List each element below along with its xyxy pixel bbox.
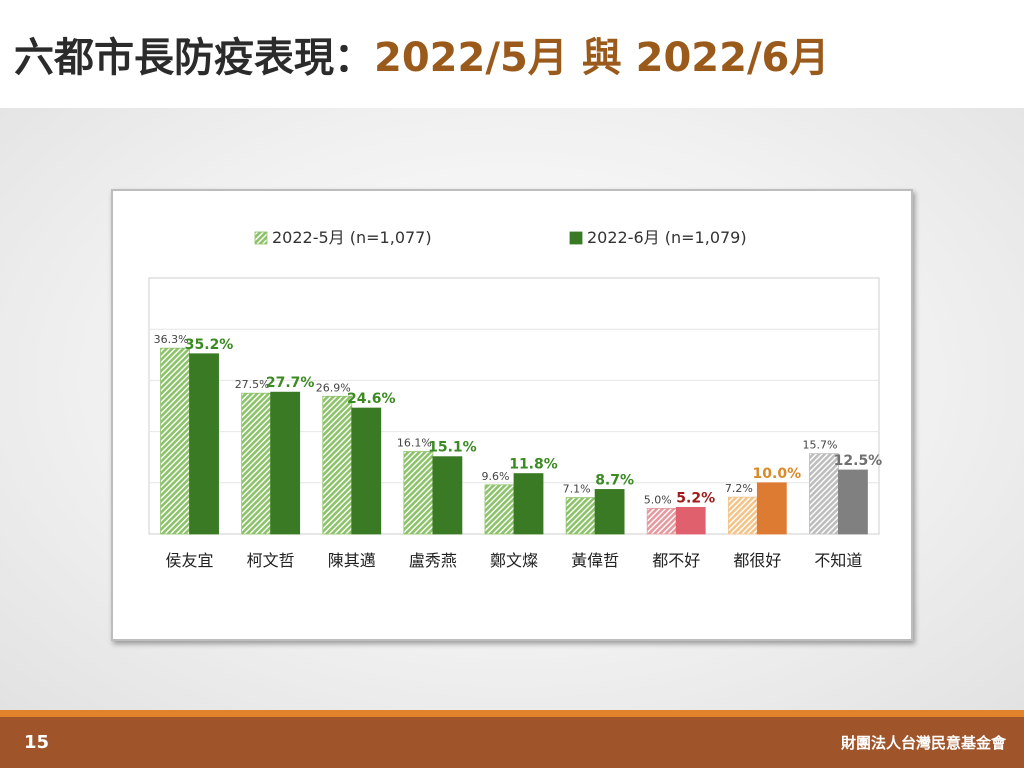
bar-s1-7 (646, 507, 677, 535)
data-label-s1-5: 9.6% (482, 470, 510, 483)
bar-s2-5 (513, 473, 544, 535)
legend-swatch-1 (254, 231, 268, 245)
bar-s1-1 (160, 347, 190, 535)
data-label-s2-2: 27.7% (266, 375, 315, 391)
slide-title: 六都市長防疫表現：2022/5月 與 2022/6月 (14, 30, 829, 86)
category-label-7: 都不好 (652, 551, 700, 570)
bar-s2-4 (432, 456, 463, 535)
data-label-s1-7: 5.0% (644, 493, 672, 506)
bar-s2-1 (189, 353, 219, 535)
bar-s2-8 (756, 482, 787, 535)
data-label-s1-6: 7.1% (563, 483, 591, 496)
bar-s1-2 (241, 392, 272, 535)
category-label-1: 侯友宜 (166, 551, 214, 570)
bar-s1-6 (565, 497, 596, 535)
data-label-s2-8: 10.0% (753, 466, 802, 482)
category-label-9: 不知道 (814, 551, 862, 570)
footer-bar: 15 財團法人台灣民意基金會 (0, 717, 1024, 768)
bar-s1-8 (727, 496, 758, 535)
data-label-s2-1: 35.2% (185, 337, 234, 353)
page-number: 15 (24, 732, 50, 753)
data-label-s1-4: 16.1% (397, 437, 432, 450)
data-label-s2-4: 15.1% (428, 440, 477, 456)
title-main: 六都市長防疫表現： (14, 35, 374, 81)
legend-swatch-2 (569, 231, 583, 245)
data-label-s1-8: 7.2% (725, 482, 753, 495)
bar-s1-9 (809, 453, 839, 535)
legend-label-2: 2022-6月 (n=1,079) (587, 228, 747, 247)
legend-label-1: 2022-5月 (n=1,077) (272, 228, 432, 247)
data-label-s2-6: 8.7% (595, 472, 634, 488)
organization-name: 財團法人台灣民意基金會 (840, 734, 1006, 752)
category-label-5: 鄭文燦 (490, 551, 538, 570)
bar-s2-2 (270, 391, 301, 535)
chart-frame: 2022-5月 (n=1,077) 2022-6月 (n=1,079) 36.3% 3… (111, 189, 913, 641)
footer-accent-line (0, 710, 1024, 717)
title-dates: 2022/5月 與 2022/6月 (374, 35, 830, 81)
bar-s2-9 (838, 469, 868, 535)
bar-s2-7 (675, 506, 706, 535)
bar-s2-3 (351, 407, 382, 535)
data-label-s2-9: 12.5% (834, 453, 883, 469)
bar-chart: 2022-5月 (n=1,077) 2022-6月 (n=1,079) 36.3%3… (148, 228, 883, 570)
data-label-s2-3: 24.6% (347, 391, 396, 407)
data-label-s2-5: 11.8% (509, 457, 558, 473)
category-label-8: 都很好 (733, 551, 781, 570)
bar-s1-5 (484, 484, 515, 535)
category-label-2: 柯文哲 (247, 551, 295, 570)
bar-s1-3 (322, 395, 353, 535)
data-label-s2-7: 5.2% (676, 490, 715, 506)
data-label-s1-3: 26.9% (316, 381, 351, 394)
bar-s1-4 (403, 451, 434, 535)
category-label-4: 盧秀燕 (409, 551, 457, 570)
bar-s2-6 (594, 489, 625, 535)
title-bar: 六都市長防疫表現：2022/5月 與 2022/6月 (0, 0, 1024, 108)
data-label-s1-2: 27.5% (235, 378, 270, 391)
category-label-6: 黃偉哲 (571, 551, 619, 570)
data-label-s1-1: 36.3% (154, 333, 189, 346)
data-label-s1-9: 15.7% (802, 439, 837, 452)
category-label-3: 陳其邁 (328, 551, 376, 570)
